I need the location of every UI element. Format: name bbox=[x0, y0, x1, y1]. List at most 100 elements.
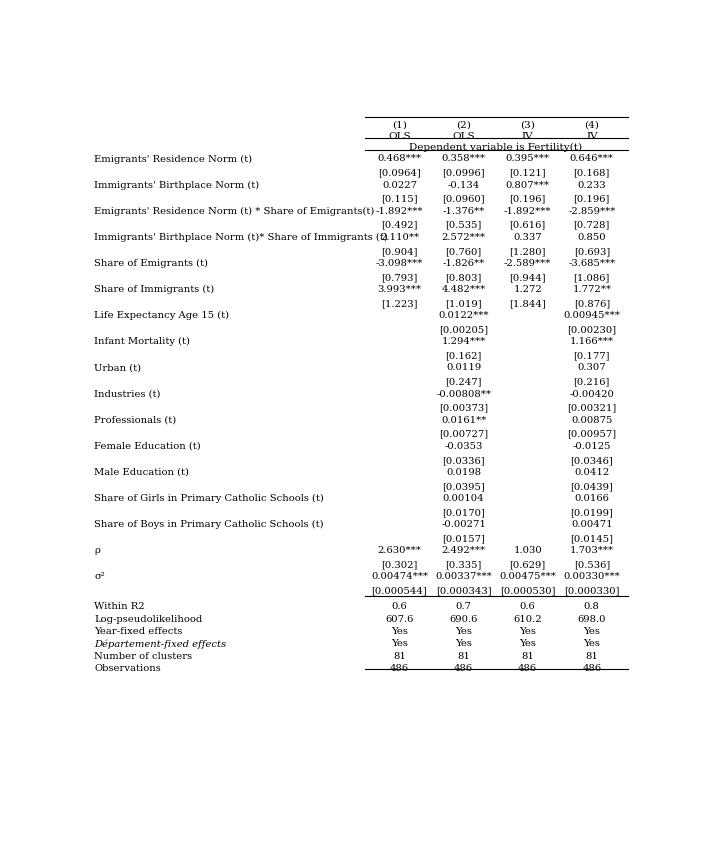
Text: -1.376**: -1.376** bbox=[442, 207, 484, 215]
Text: 0.358***: 0.358*** bbox=[442, 154, 486, 164]
Text: -1.892***: -1.892*** bbox=[504, 207, 552, 215]
Text: [0.0395]: [0.0395] bbox=[442, 482, 485, 491]
Text: Life Expectancy Age 15 (t): Life Expectancy Age 15 (t) bbox=[94, 311, 229, 321]
Text: Yes: Yes bbox=[455, 639, 472, 649]
Text: [0.121]: [0.121] bbox=[510, 169, 546, 177]
Text: -1.826**: -1.826** bbox=[442, 259, 484, 268]
Text: [0.196]: [0.196] bbox=[510, 194, 546, 204]
Text: 0.00471: 0.00471 bbox=[571, 520, 613, 529]
Text: 0.00337***: 0.00337*** bbox=[435, 572, 492, 582]
Text: (1): (1) bbox=[392, 120, 407, 129]
Text: Within R2: Within R2 bbox=[94, 602, 145, 611]
Text: [0.728]: [0.728] bbox=[573, 220, 610, 230]
Text: 0.6: 0.6 bbox=[520, 602, 536, 611]
Text: 2.630***: 2.630*** bbox=[378, 546, 421, 555]
Text: σ²: σ² bbox=[94, 572, 105, 582]
Text: [1.280]: [1.280] bbox=[510, 247, 546, 256]
Text: -0.134: -0.134 bbox=[447, 181, 479, 190]
Text: [0.616]: [0.616] bbox=[510, 220, 546, 230]
Text: Share of Boys in Primary Catholic Schools (t): Share of Boys in Primary Catholic School… bbox=[94, 520, 324, 529]
Text: Yes: Yes bbox=[519, 639, 536, 649]
Text: [1.019]: [1.019] bbox=[445, 299, 482, 308]
Text: [0.177]: [0.177] bbox=[573, 351, 610, 360]
Text: [0.000343]: [0.000343] bbox=[436, 586, 491, 595]
Text: -2.859***: -2.859*** bbox=[568, 207, 615, 215]
Text: 486: 486 bbox=[518, 664, 537, 673]
Text: Industries (t): Industries (t) bbox=[94, 389, 161, 399]
Text: Infant Mortality (t): Infant Mortality (t) bbox=[94, 338, 190, 346]
Text: -0.00271: -0.00271 bbox=[441, 520, 486, 529]
Text: 698.0: 698.0 bbox=[578, 615, 606, 624]
Text: [1.844]: [1.844] bbox=[510, 299, 546, 308]
Text: Log-pseudolikelihood: Log-pseudolikelihood bbox=[94, 615, 203, 624]
Text: [0.535]: [0.535] bbox=[445, 220, 482, 230]
Text: [0.0145]: [0.0145] bbox=[571, 534, 613, 543]
Text: [0.000544]: [0.000544] bbox=[372, 586, 428, 595]
Text: [0.115]: [0.115] bbox=[381, 194, 418, 204]
Text: Yes: Yes bbox=[519, 627, 536, 636]
Text: [0.492]: [0.492] bbox=[381, 220, 418, 230]
Text: 610.2: 610.2 bbox=[513, 615, 542, 624]
Text: Share of Immigrants (t): Share of Immigrants (t) bbox=[94, 285, 215, 294]
Text: 81: 81 bbox=[393, 652, 406, 661]
Text: Yes: Yes bbox=[391, 639, 408, 649]
Text: Immigrants' Birthplace Norm (t): Immigrants' Birthplace Norm (t) bbox=[94, 181, 259, 190]
Text: [0.0960]: [0.0960] bbox=[442, 194, 485, 204]
Text: Number of clusters: Number of clusters bbox=[94, 652, 192, 661]
Text: [0.000330]: [0.000330] bbox=[564, 586, 620, 595]
Text: 486: 486 bbox=[454, 664, 473, 673]
Text: 607.6: 607.6 bbox=[386, 615, 414, 624]
Text: Male Education (t): Male Education (t) bbox=[94, 468, 189, 477]
Text: 2.572***: 2.572*** bbox=[442, 233, 486, 242]
Text: IV: IV bbox=[586, 132, 597, 141]
Text: [0.904]: [0.904] bbox=[381, 247, 418, 256]
Text: [0.247]: [0.247] bbox=[445, 377, 482, 387]
Text: [0.000530]: [0.000530] bbox=[500, 586, 555, 595]
Text: [0.0336]: [0.0336] bbox=[442, 455, 485, 465]
Text: -0.0125: -0.0125 bbox=[573, 442, 611, 451]
Text: 0.0227: 0.0227 bbox=[382, 181, 417, 190]
Text: 0.0412: 0.0412 bbox=[574, 468, 609, 477]
Text: 486: 486 bbox=[390, 664, 409, 673]
Text: [0.0996]: [0.0996] bbox=[442, 169, 485, 177]
Text: -0.0353: -0.0353 bbox=[444, 442, 483, 451]
Text: [0.00957]: [0.00957] bbox=[567, 430, 616, 438]
Text: [0.693]: [0.693] bbox=[573, 247, 610, 256]
Text: 81: 81 bbox=[457, 652, 470, 661]
Text: Yes: Yes bbox=[455, 627, 472, 636]
Text: 0.0119: 0.0119 bbox=[446, 364, 481, 372]
Text: [0.0157]: [0.0157] bbox=[442, 534, 485, 543]
Text: [0.0964]: [0.0964] bbox=[378, 169, 421, 177]
Text: Emigrants' Residence Norm (t): Emigrants' Residence Norm (t) bbox=[94, 154, 252, 164]
Text: (4): (4) bbox=[585, 120, 599, 129]
Text: Year-fixed effects: Year-fixed effects bbox=[94, 627, 182, 636]
Text: Yes: Yes bbox=[583, 639, 600, 649]
Text: 81: 81 bbox=[585, 652, 598, 661]
Text: 1.166***: 1.166*** bbox=[570, 338, 614, 346]
Text: Département-fixed effects: Département-fixed effects bbox=[94, 639, 226, 649]
Text: [0.216]: [0.216] bbox=[573, 377, 610, 387]
Text: [0.335]: [0.335] bbox=[445, 561, 482, 569]
Text: Immigrants' Birthplace Norm (t)* Share of Immigrants (t): Immigrants' Birthplace Norm (t)* Share o… bbox=[94, 233, 388, 242]
Text: 0.807***: 0.807*** bbox=[505, 181, 550, 190]
Text: Dependent variable is Fertility(t): Dependent variable is Fertility(t) bbox=[409, 142, 583, 152]
Text: [0.0170]: [0.0170] bbox=[442, 508, 485, 517]
Text: 3.993***: 3.993*** bbox=[377, 285, 421, 294]
Text: 0.00104: 0.00104 bbox=[443, 494, 484, 503]
Text: [0.168]: [0.168] bbox=[573, 169, 610, 177]
Text: 0.395***: 0.395*** bbox=[505, 154, 550, 164]
Text: 4.482***: 4.482*** bbox=[442, 285, 486, 294]
Text: 1.703***: 1.703*** bbox=[570, 546, 614, 555]
Text: Share of Emigrants (t): Share of Emigrants (t) bbox=[94, 259, 208, 268]
Text: -3.098***: -3.098*** bbox=[376, 259, 423, 268]
Text: [0.876]: [0.876] bbox=[573, 299, 610, 308]
Text: 0.0166: 0.0166 bbox=[574, 494, 609, 503]
Text: OLS: OLS bbox=[388, 132, 411, 141]
Text: 0.00875: 0.00875 bbox=[571, 416, 613, 425]
Text: 2.110**: 2.110** bbox=[380, 233, 419, 242]
Text: 2.492***: 2.492*** bbox=[442, 546, 486, 555]
Text: [0.302]: [0.302] bbox=[381, 561, 418, 569]
Text: IV: IV bbox=[522, 132, 533, 141]
Text: 1.030: 1.030 bbox=[513, 546, 542, 555]
Text: 0.7: 0.7 bbox=[456, 602, 472, 611]
